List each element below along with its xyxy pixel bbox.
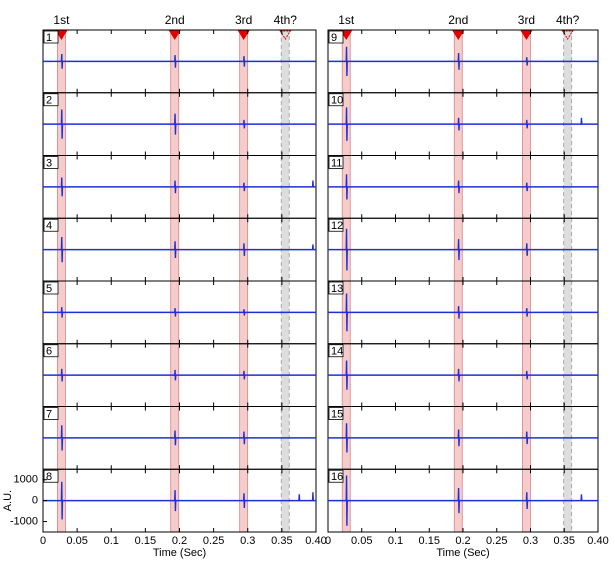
x-tick-label: 0 (40, 535, 46, 547)
panel-label: 1 (46, 32, 52, 44)
trace (43, 425, 316, 451)
panel-label: 16 (331, 471, 343, 483)
panel-label-box (328, 30, 344, 44)
panel-label-box (43, 281, 59, 295)
x-tick-label: 0.25 (486, 535, 507, 547)
x-tick-label: 0.3 (240, 535, 255, 547)
trace (328, 475, 598, 526)
trace (43, 54, 316, 69)
event-marker (561, 30, 574, 40)
x-tick-label: 0.1 (104, 535, 119, 547)
panel-label-box (328, 93, 344, 107)
panel-label-box (43, 93, 59, 107)
event-label: 4th? (556, 13, 580, 27)
x-tick-label: 0.40 (587, 535, 608, 547)
panel-label-box (328, 344, 344, 358)
trace (43, 307, 316, 318)
panel-label-box (43, 469, 59, 483)
panel-label-box (43, 218, 59, 232)
event-marker (452, 30, 465, 40)
panel-label-box (43, 30, 59, 44)
x-tick-label: 0.1 (388, 535, 403, 547)
event-label: 3rd (235, 13, 252, 27)
y-tick-label: 0 (32, 495, 38, 507)
x-tick-label: 0.40 (305, 535, 326, 547)
x-axis-label: Time (Sec) (436, 547, 489, 559)
x-tick-label: 0.25 (203, 535, 224, 547)
panel-label: 3 (46, 157, 52, 169)
panel-label: 8 (46, 471, 52, 483)
x-tick-label: 0.2 (455, 535, 470, 547)
panel-label: 7 (46, 408, 52, 420)
trace (43, 177, 316, 197)
panel-label-box (43, 156, 59, 169)
trace (328, 360, 598, 390)
x-tick-label: 0.15 (135, 535, 156, 547)
panel-label-box (328, 156, 344, 169)
panel-label-box (328, 469, 344, 483)
panel-label: 2 (46, 95, 52, 107)
trace (328, 107, 598, 141)
panel-label: 9 (331, 32, 337, 44)
trace (43, 368, 316, 382)
panel-label: 11 (331, 157, 342, 169)
panel-label: 15 (331, 408, 343, 420)
event-marker (55, 30, 68, 40)
event-label: 2nd (165, 13, 185, 27)
event-label: 1st (53, 13, 70, 27)
trace (328, 293, 598, 332)
x-tick-label: 0.05 (351, 535, 372, 547)
event-marker (237, 30, 250, 40)
x-tick-label: 0.3 (523, 535, 538, 547)
trace (43, 481, 316, 520)
panel-label: 12 (331, 220, 343, 232)
trace (43, 109, 316, 139)
x-tick-label: 0 (325, 535, 331, 547)
y-tick-label: -1000 (10, 515, 38, 527)
event-marker (279, 30, 292, 40)
panel-label: 6 (46, 346, 52, 358)
x-axis-label: Time (Sec) (153, 547, 206, 559)
panel-label-box (328, 407, 344, 420)
event-label: 2nd (448, 13, 468, 27)
panel-label: 10 (331, 95, 343, 107)
panel-label-box (328, 281, 344, 295)
event-marker (168, 30, 181, 40)
trace (328, 174, 598, 200)
panel-label: 4 (46, 220, 52, 232)
panel-label-box (328, 218, 344, 232)
x-tick-label: 0.35 (554, 535, 575, 547)
panel-label: 14 (331, 346, 343, 358)
event-marker (520, 30, 533, 40)
x-tick-label: 0.2 (172, 535, 187, 547)
y-tick-label: 1000 (14, 474, 38, 486)
x-tick-label: 0.35 (271, 535, 292, 547)
event-label: 3rd (518, 13, 535, 27)
event-marker (340, 30, 353, 40)
panel-label-box (43, 344, 59, 358)
x-tick-label: 0.15 (419, 535, 440, 547)
panel-label: 5 (46, 283, 52, 295)
y-axis-label: A.U. (2, 490, 14, 511)
event-label: 4th? (274, 13, 298, 27)
trace (43, 237, 316, 263)
trace (328, 423, 598, 453)
event-label: 1st (338, 13, 355, 27)
x-tick-label: 0.05 (66, 535, 87, 547)
trace (328, 228, 598, 271)
panel-label: 13 (331, 283, 343, 295)
panel-label-box (43, 407, 59, 420)
trace (328, 46, 598, 77)
